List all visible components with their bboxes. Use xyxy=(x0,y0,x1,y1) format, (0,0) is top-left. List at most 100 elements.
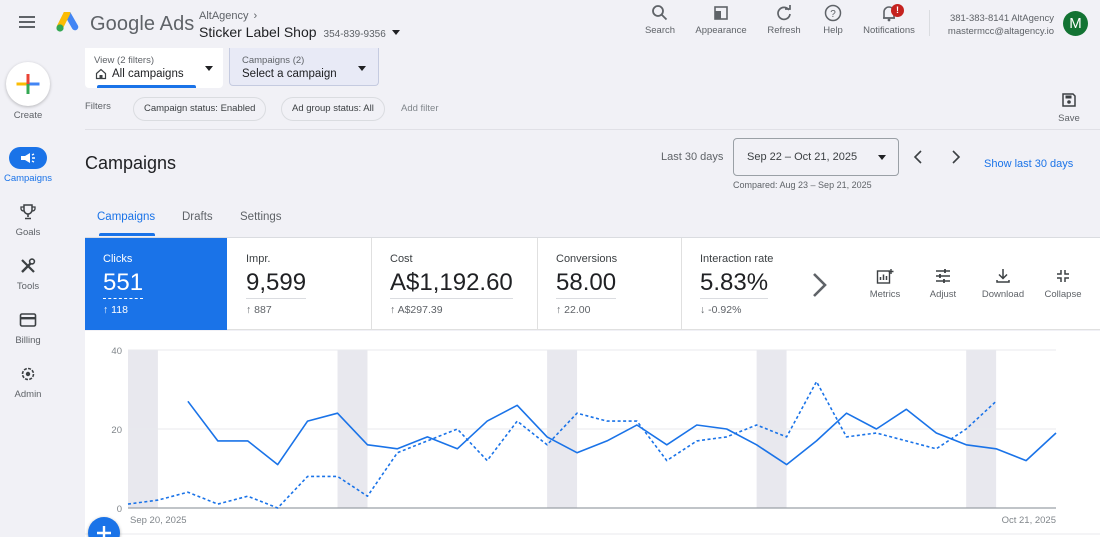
download-button[interactable]: Download xyxy=(979,268,1027,300)
filter-chip-ad-group-status[interactable]: Ad group status: All xyxy=(281,97,385,121)
add-filter-button[interactable]: Add filter xyxy=(401,103,439,114)
metrics-button[interactable]: Metrics xyxy=(865,268,905,300)
sidebar-item-billing[interactable]: Billing xyxy=(0,309,56,346)
sidebar-item-goals[interactable]: Goals xyxy=(0,201,56,238)
adjust-icon xyxy=(936,269,950,283)
caret-down-icon xyxy=(878,155,886,160)
sidebar-label: Billing xyxy=(15,335,41,346)
sidebar-item-admin[interactable]: Admin xyxy=(0,363,56,400)
help-icon: ? xyxy=(824,4,842,22)
scorecard-name: Conversions xyxy=(556,253,618,265)
filter-chip-campaign-status[interactable]: Campaign status: Enabled xyxy=(133,97,267,121)
top-bar: Google Ads AltAgency › Sticker Label Shop… xyxy=(0,0,1100,48)
divider xyxy=(85,129,1100,130)
sidebar-label: Tools xyxy=(16,281,40,292)
scorecard-interaction-rate[interactable]: Interaction rate 5.83% ↓ -0.92% xyxy=(682,238,802,330)
campaigns-dropdown[interactable]: Campaigns (2) Select a campaign xyxy=(229,48,379,86)
home-icon xyxy=(95,68,107,80)
metrics-icon xyxy=(876,269,894,284)
scorecard-impressions[interactable]: Impr. 9,599 ↑ 887 xyxy=(228,238,371,330)
add-fab-button[interactable] xyxy=(88,517,120,537)
adjust-button[interactable]: Adjust xyxy=(925,268,961,300)
search-icon xyxy=(652,5,668,21)
download-label: Download xyxy=(981,289,1025,300)
divider xyxy=(537,238,538,330)
current-series-line[interactable] xyxy=(187,400,1057,466)
x-tick-label: Oct 21, 2025 xyxy=(1002,515,1056,526)
card-icon xyxy=(19,313,37,327)
sidebar-item-tools[interactable]: Tools xyxy=(0,255,56,292)
megaphone-icon xyxy=(21,153,35,163)
account-parent[interactable]: AltAgency xyxy=(199,10,249,22)
google-ads-logo-icon xyxy=(56,12,79,32)
tab-settings[interactable]: Settings xyxy=(240,211,282,223)
sidebar-label: Campaigns xyxy=(3,173,53,184)
scorecard-cost[interactable]: Cost A$1,192.60 ↑ A$297.39 xyxy=(372,238,537,330)
refresh-button[interactable]: Refresh xyxy=(764,4,804,36)
scorecard-name: Clicks xyxy=(103,253,133,265)
tab-drafts[interactable]: Drafts xyxy=(182,211,213,223)
sidebar-label: Goals xyxy=(15,227,41,238)
scorecard-value: 551 xyxy=(103,269,144,299)
metrics-label: Metrics xyxy=(869,289,901,300)
scorecard-value: 5.83% xyxy=(700,269,769,299)
y-tick-label: 40 xyxy=(111,346,122,357)
save-button[interactable]: Save xyxy=(1052,92,1086,124)
divider xyxy=(929,10,930,36)
notifications-button[interactable]: ! Notifications xyxy=(859,4,919,36)
scorecard-clicks[interactable]: Clicks 551 ↑ 118 xyxy=(85,238,227,330)
compared-range: Compared: Aug 23 – Sep 21, 2025 xyxy=(733,180,872,190)
search-button[interactable]: Search xyxy=(643,4,677,36)
previous-period-button[interactable] xyxy=(910,148,926,166)
campaigns-dropdown-value: Select a campaign xyxy=(242,68,337,80)
plus-multicolor-icon xyxy=(16,74,40,94)
plus-icon xyxy=(97,526,111,537)
scorecard-value: A$1,192.60 xyxy=(390,269,513,299)
account-id: 354-839-9356 xyxy=(323,29,386,40)
caret-down-icon xyxy=(391,30,400,35)
clicks-line-chart[interactable]: 0 20 40 Sep 20, 2025 Oct 21, 2025 xyxy=(85,331,1100,537)
account-selector[interactable]: AltAgency › Sticker Label Shop 354-839-93… xyxy=(199,10,400,40)
menu-icon[interactable] xyxy=(19,16,35,30)
adjust-label: Adjust xyxy=(929,289,957,300)
comparison-series-line[interactable] xyxy=(127,380,997,509)
scorecard-conversions[interactable]: Conversions 58.00 ↑ 22.00 xyxy=(538,238,681,330)
date-range-picker[interactable]: Sep 22 – Oct 21, 2025 xyxy=(733,138,899,176)
divider xyxy=(681,238,682,330)
tools-icon xyxy=(21,258,36,273)
trophy-icon xyxy=(20,204,36,220)
show-last-30-days-link[interactable]: Show last 30 days xyxy=(984,158,1074,170)
scorecard-value: 58.00 xyxy=(556,269,617,299)
filters-label: Filters xyxy=(85,101,111,112)
sidebar-item-campaigns[interactable]: Campaigns xyxy=(0,147,56,184)
save-label: Save xyxy=(1058,113,1080,124)
avatar[interactable]: M xyxy=(1063,11,1088,36)
collapse-button[interactable]: Collapse xyxy=(1041,268,1085,300)
create-label: Create xyxy=(13,110,43,121)
date-range-label: Last 30 days xyxy=(661,151,724,163)
refresh-icon xyxy=(777,5,791,21)
collapse-icon xyxy=(1057,270,1069,282)
tab-campaigns[interactable]: Campaigns xyxy=(97,211,156,223)
scorecard-name: Impr. xyxy=(246,253,271,265)
refresh-label: Refresh xyxy=(767,25,801,36)
user-info[interactable]: 381-383-8141 AltAgency mastermcc@altagen… xyxy=(940,12,1054,38)
caret-down-icon xyxy=(358,66,366,71)
appearance-icon xyxy=(714,6,728,20)
scorecard-delta: ↑ A$297.39 xyxy=(390,304,443,316)
collapse-label: Collapse xyxy=(1044,289,1082,300)
next-period-button[interactable] xyxy=(948,148,964,166)
view-dropdown[interactable]: View (2 filters) All campaigns xyxy=(85,48,223,88)
divider xyxy=(371,238,372,330)
help-button[interactable]: ? Help xyxy=(818,4,848,36)
active-tab-indicator xyxy=(99,233,155,236)
save-icon xyxy=(1062,93,1076,107)
scorecard-delta: ↓ -0.92% xyxy=(700,304,742,316)
appearance-button[interactable]: Appearance xyxy=(692,4,750,36)
chevron-right-icon: › xyxy=(253,10,258,22)
gear-icon xyxy=(21,367,35,381)
download-icon xyxy=(996,269,1010,283)
create-button[interactable] xyxy=(6,62,50,106)
notification-badge: ! xyxy=(891,4,904,17)
next-scorecards-button[interactable] xyxy=(807,270,831,300)
